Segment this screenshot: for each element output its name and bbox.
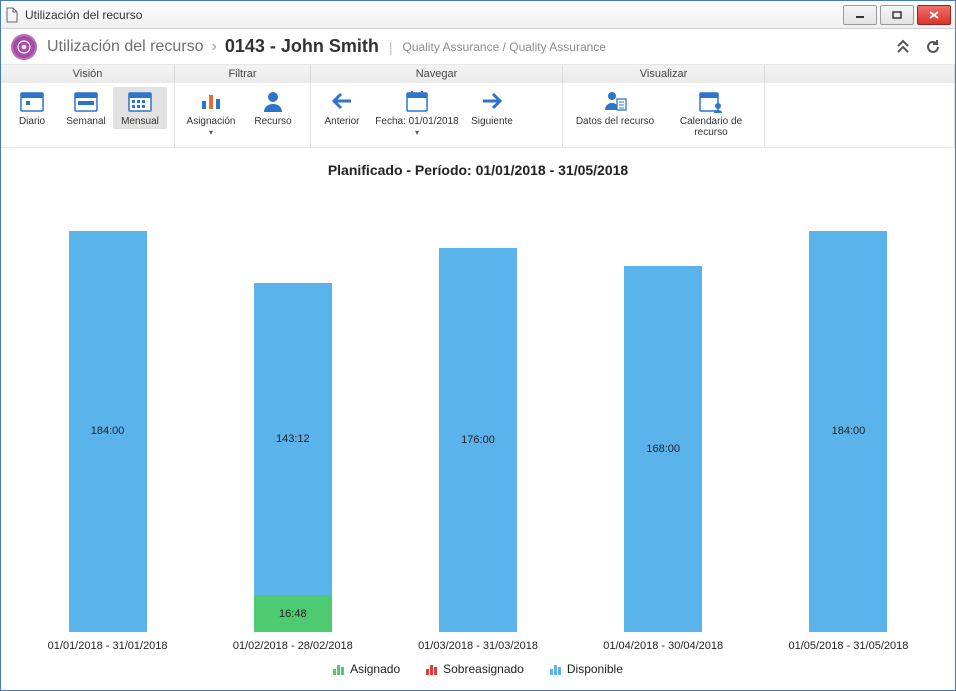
minimize-button[interactable] xyxy=(843,5,877,25)
arrow-left-icon xyxy=(328,89,356,113)
navegar-fecha-label: Fecha: 01/01/2018 xyxy=(375,116,458,127)
bar-available: 143:12 xyxy=(254,283,332,595)
x-axis-label: 01/03/2018 - 31/03/2018 xyxy=(418,640,538,652)
x-axis-label: 01/04/2018 - 30/04/2018 xyxy=(603,640,723,652)
bar-track: 184:00 xyxy=(809,196,887,632)
breadcrumb-current: 0143 - John Smith xyxy=(225,36,379,57)
breadcrumb-pipe: | xyxy=(389,39,393,55)
calendar-person-icon xyxy=(697,89,725,113)
ribbon-body: Diario Semanal Mensual Asignación ▾ xyxy=(1,83,955,147)
calendar-week-icon xyxy=(72,89,100,113)
bar-chart: 184:00 01/01/2018 - 31/01/2018 143:1216:48… xyxy=(15,196,941,652)
ribbon-group-spacer xyxy=(765,83,955,147)
bar-assigned: 16:48 xyxy=(254,595,332,632)
ribbon-header-vision: Visión xyxy=(1,65,175,83)
chart-legend: Asignado Sobreasignado Disponible xyxy=(15,652,941,682)
navegar-anterior-label: Anterior xyxy=(324,116,359,127)
calendar-month-icon xyxy=(126,89,154,113)
visualizar-datos-label: Datos del recurso xyxy=(576,116,654,127)
chevron-down-icon: ▾ xyxy=(209,128,213,137)
vision-semanal-button[interactable]: Semanal xyxy=(59,87,113,129)
x-axis-label: 01/02/2018 - 28/02/2018 xyxy=(233,640,353,652)
arrow-right-icon xyxy=(478,89,506,113)
filtrar-recurso-label: Recurso xyxy=(254,116,291,127)
bar-track: 184:00 xyxy=(69,196,147,632)
chart-column: 184:00 01/01/2018 - 31/01/2018 xyxy=(15,196,200,652)
navegar-siguiente-label: Siguiente xyxy=(471,116,513,127)
ribbon-header-navegar: Navegar xyxy=(311,65,563,83)
filtrar-asignacion-label: Asignación xyxy=(187,116,236,127)
bar-track: 176:00 xyxy=(439,196,517,632)
breadcrumb-bar: Utilización del recurso › 0143 - John Sm… xyxy=(1,29,955,65)
collapse-icon[interactable] xyxy=(891,35,915,59)
chart-area: Planificado - Período: 01/01/2018 - 31/0… xyxy=(1,148,955,690)
calendar-icon xyxy=(403,89,431,113)
title-bar: Utilización del recurso xyxy=(1,1,955,29)
breadcrumb-separator: › xyxy=(212,38,217,56)
legend-available-label: Disponible xyxy=(567,662,623,676)
legend-overassigned-icon xyxy=(426,663,437,675)
x-axis-label: 01/01/2018 - 31/01/2018 xyxy=(48,640,168,652)
calendar-day-icon xyxy=(18,89,46,113)
bar-track: 168:00 xyxy=(624,196,702,632)
bar-available: 184:00 xyxy=(69,231,147,632)
maximize-button[interactable] xyxy=(880,5,914,25)
breadcrumb-context: Quality Assurance / Quality Assurance xyxy=(403,40,606,54)
visualizar-calendario-button[interactable]: Calendario de recurso xyxy=(663,87,759,140)
refresh-icon[interactable] xyxy=(921,35,945,59)
vision-mensual-button[interactable]: Mensual xyxy=(113,87,167,129)
app-logo-icon xyxy=(11,34,37,60)
legend-assigned: Asignado xyxy=(333,662,400,676)
legend-available-icon xyxy=(550,663,561,675)
legend-overassigned: Sobreasignado xyxy=(426,662,524,676)
vision-semanal-label: Semanal xyxy=(66,116,105,127)
navegar-fecha-button[interactable]: Fecha: 01/01/2018 ▾ xyxy=(369,87,465,139)
visualizar-calendario-label: Calendario de recurso xyxy=(663,116,759,138)
ribbon-header-spacer xyxy=(765,65,955,83)
chart-column: 143:1216:48 01/02/2018 - 28/02/2018 xyxy=(200,196,385,652)
filtrar-asignacion-button[interactable]: Asignación ▾ xyxy=(179,87,243,139)
document-icon xyxy=(5,7,19,23)
bar-track: 143:1216:48 xyxy=(254,196,332,632)
person-details-icon xyxy=(601,89,629,113)
ribbon-headers: Visión Filtrar Navegar Visualizar xyxy=(1,65,955,83)
bar-available: 168:00 xyxy=(624,266,702,632)
chart-title: Planificado - Período: 01/01/2018 - 31/0… xyxy=(15,162,941,178)
navegar-siguiente-button[interactable]: Siguiente xyxy=(465,87,519,129)
app-window: Utilización del recurso Utilización del … xyxy=(0,0,956,691)
vision-mensual-label: Mensual xyxy=(121,116,159,127)
chart-column: 176:00 01/03/2018 - 31/03/2018 xyxy=(385,196,570,652)
ribbon-group-vision: Diario Semanal Mensual xyxy=(1,83,175,147)
visualizar-datos-button[interactable]: Datos del recurso xyxy=(567,87,663,129)
legend-assigned-label: Asignado xyxy=(350,662,400,676)
vision-diario-button[interactable]: Diario xyxy=(5,87,59,129)
chevron-down-icon: ▾ xyxy=(415,128,419,137)
ribbon-group-filtrar: Asignación ▾ Recurso xyxy=(175,83,311,147)
person-icon xyxy=(259,89,287,113)
ribbon-header-visualizar: Visualizar xyxy=(563,65,765,83)
bar-available: 176:00 xyxy=(439,248,517,632)
chart-column: 168:00 01/04/2018 - 30/04/2018 xyxy=(571,196,756,652)
x-axis-label: 01/05/2018 - 31/05/2018 xyxy=(788,640,908,652)
ribbon-header-filtrar: Filtrar xyxy=(175,65,311,83)
bar-chart-icon xyxy=(197,89,225,113)
window-controls xyxy=(840,5,951,25)
navegar-anterior-button[interactable]: Anterior xyxy=(315,87,369,129)
legend-assigned-icon xyxy=(333,663,344,675)
ribbon-group-visualizar: Datos del recurso Calendario de recurso xyxy=(563,83,765,147)
window-title: Utilización del recurso xyxy=(25,8,840,22)
legend-overassigned-label: Sobreasignado xyxy=(443,662,524,676)
ribbon: Visión Filtrar Navegar Visualizar Diario… xyxy=(1,65,955,148)
breadcrumb-root[interactable]: Utilización del recurso xyxy=(47,38,204,56)
chart-column: 184:00 01/05/2018 - 31/05/2018 xyxy=(756,196,941,652)
filtrar-recurso-button[interactable]: Recurso xyxy=(243,87,303,129)
vision-diario-label: Diario xyxy=(19,116,45,127)
bar-available: 184:00 xyxy=(809,231,887,632)
ribbon-group-navegar: Anterior Fecha: 01/01/2018 ▾ Siguiente xyxy=(311,83,563,147)
legend-available: Disponible xyxy=(550,662,623,676)
close-button[interactable] xyxy=(917,5,951,25)
